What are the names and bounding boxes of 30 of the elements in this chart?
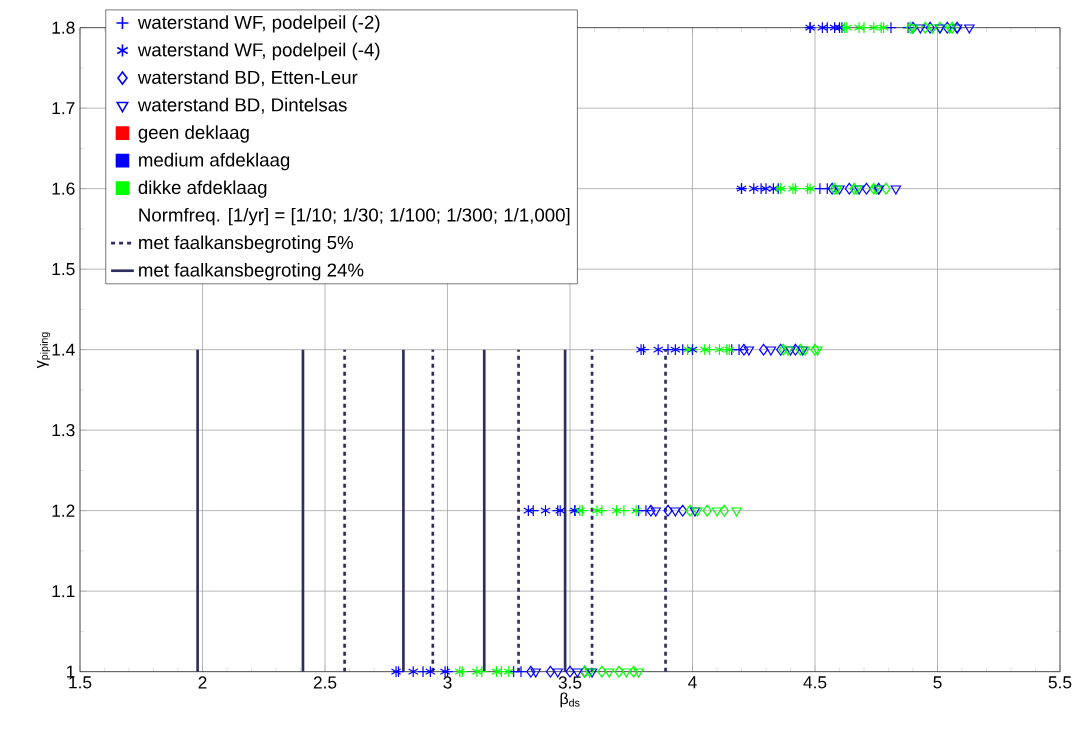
annotation: Normfreq. [1/yr] = [1/10; 1/30; 1/100; 1/300; 1/1,000] [139,207,570,226]
legend-label: waterstand BD, Etten-Leur [137,70,358,87]
y-tick-label: 1 [66,665,75,678]
x-tick-label: 4.5 [803,676,827,689]
x-tick-label: 2 [198,676,207,689]
x-tick-label: 2.5 [313,676,337,689]
legend-label: waterstand WF, podelpeil (-4) [137,42,380,61]
x-tick-label: 1.5 [69,676,92,689]
y-tick-label: 1.7 [52,102,75,115]
legend-label: geen deklaag [138,125,249,143]
legend-label: met faalkansbegroting 5% [139,235,353,253]
y-tick-label: 1.5 [52,263,75,276]
x-tick-label: 5.5 [1048,676,1072,689]
x-tick-label: 5 [933,676,942,689]
legend-label: dikke afdeklaag [138,180,267,198]
y-tick-label: 1.3 [52,424,75,437]
x-tick-label: 4 [688,676,697,689]
y-tick-label: 1.4 [52,343,75,356]
legend-label: waterstand BD, Dintelsas [137,97,347,114]
x-tick-label: 3 [443,676,452,689]
y-axis-title: γ$_{piping}$ [36,332,51,369]
legend-label: waterstand WF, podelpeil (-2) [137,15,380,33]
legend-label: medium afdeklaag [139,152,290,171]
y-tick-label: 1.2 [52,504,75,517]
y-tick-label: 1.1 [52,585,75,598]
legend-label: met faalkansbegroting 24% [139,262,364,281]
y-tick-label: 1.8 [52,21,75,34]
x-axis-title: β$_{ds}$ [560,692,580,708]
y-tick-label: 1.6 [52,182,75,195]
x-tick-label: 3.5 [558,676,582,689]
